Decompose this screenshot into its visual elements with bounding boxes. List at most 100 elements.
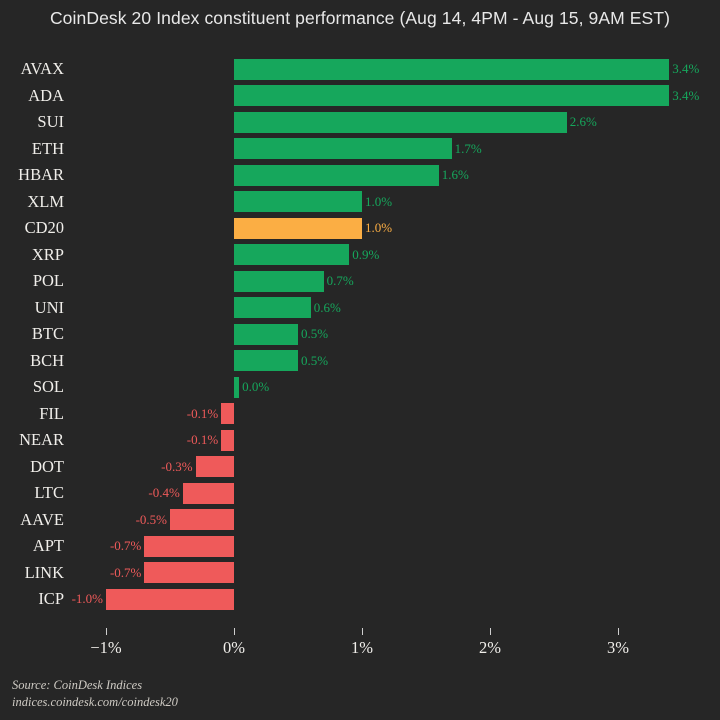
category-label-ada: ADA: [28, 85, 64, 105]
bar-row: POL 0.7%: [0, 268, 720, 295]
x-tick-mark: [106, 628, 107, 635]
bar-near[interactable]: [221, 429, 234, 451]
bar-row: AVAX 3.4%: [0, 56, 720, 83]
bar-xrp[interactable]: [234, 244, 350, 266]
bar-row: ADA 3.4%: [0, 83, 720, 110]
bar-fil[interactable]: [221, 403, 234, 425]
bar-xlm[interactable]: [234, 191, 362, 213]
bar-row: SUI 2.6%: [0, 109, 720, 136]
bar-row: SOL 0.0%: [0, 374, 720, 401]
bar-ada[interactable]: [234, 85, 670, 107]
bar-row: ETH 1.7%: [0, 136, 720, 163]
bar-row: BCH 0.5%: [0, 348, 720, 375]
value-label-bch: 0.5%: [301, 352, 329, 368]
chart-title: CoinDesk 20 Index constituent performanc…: [49, 8, 671, 28]
category-label-near: NEAR: [19, 430, 64, 449]
category-label-pol: POL: [32, 271, 64, 290]
x-tick-label: −1%: [90, 638, 122, 657]
value-label-xrp: 0.9%: [352, 246, 380, 262]
category-label-cd20: CD20: [24, 218, 64, 237]
category-label-sui: SUI: [37, 112, 64, 131]
category-label-fil: FIL: [39, 403, 64, 423]
value-label-ada: 3.4%: [672, 87, 700, 103]
footer-source: Source: CoinDesk Indices: [12, 678, 143, 692]
category-label-avax: AVAX: [20, 59, 64, 78]
bar-row: LTC -0.4%: [0, 480, 720, 507]
value-label-aave: -0.5%: [135, 511, 167, 527]
category-label-hbar: HBAR: [18, 165, 64, 184]
plot-area: AVAX 3.4% ADA 3.4% SUI 2.6% ETH 1.7% HBAR 1.6% XLM…: [0, 56, 720, 628]
category-label-btc: BTC: [31, 324, 64, 343]
value-label-sol: 0.0%: [242, 379, 270, 394]
value-label-hbar: 1.6%: [441, 167, 469, 182]
value-label-btc: 0.5%: [301, 326, 329, 341]
value-label-near: -0.1%: [186, 432, 219, 447]
bar-row: DOT -0.3%: [0, 454, 720, 481]
chart-footer: Source: CoinDesk Indices indices.coindes…: [12, 677, 178, 710]
value-label-sui: 2.6%: [569, 114, 597, 129]
bar-row: AAVE -0.5%: [0, 507, 720, 534]
x-tick-mark: [490, 628, 491, 635]
category-label-bch: BCH: [30, 350, 64, 370]
value-label-fil: -0.1%: [186, 405, 219, 421]
footer-url: indices.coindesk.com/coindesk20: [12, 694, 178, 709]
value-label-dot: -0.3%: [161, 458, 193, 474]
x-tick-label: 1%: [351, 638, 373, 657]
bar-hbar[interactable]: [234, 164, 439, 186]
value-label-pol: 0.7%: [326, 273, 354, 288]
x-tick-label: 0%: [223, 638, 245, 657]
x-tick-label: 2%: [479, 638, 501, 657]
value-label-avax: 3.4%: [672, 61, 700, 76]
bar-row: ICP -1.0%: [0, 586, 720, 613]
bar-row: APT -0.7%: [0, 533, 720, 560]
bar-row: NEAR -0.1%: [0, 427, 720, 454]
bar-cd20[interactable]: [234, 217, 362, 239]
value-label-xlm: 1.0%: [365, 193, 393, 209]
category-label-uni: UNI: [34, 297, 64, 317]
bar-row: FIL -0.1%: [0, 401, 720, 428]
bar-row: HBAR 1.6%: [0, 162, 720, 189]
bar-row: UNI 0.6%: [0, 295, 720, 322]
value-label-ltc: -0.4%: [148, 485, 180, 500]
bar-row: XLM 1.0%: [0, 189, 720, 216]
bar-sui[interactable]: [234, 111, 567, 133]
value-label-apt: -0.7%: [109, 538, 142, 553]
bar-apt[interactable]: [144, 535, 234, 557]
x-tick-label: 3%: [607, 638, 629, 657]
bar-uni[interactable]: [234, 297, 311, 319]
value-label-uni: 0.6%: [313, 299, 341, 315]
bar-aave[interactable]: [170, 509, 234, 531]
category-label-aave: AAVE: [20, 509, 64, 529]
bar-bch[interactable]: [234, 350, 298, 372]
category-label-ltc: LTC: [34, 483, 64, 502]
x-axis: −1% 0% 1% 2% 3%: [0, 628, 720, 678]
value-label-link: -0.7%: [109, 564, 142, 580]
x-tick-mark: [618, 628, 619, 635]
bar-link[interactable]: [144, 562, 234, 584]
category-label-xrp: XRP: [31, 244, 64, 264]
bar-ltc[interactable]: [182, 482, 234, 504]
bar-icp[interactable]: [106, 588, 234, 610]
x-tick-mark: [234, 628, 235, 635]
category-label-link: LINK: [24, 562, 64, 582]
category-label-icp: ICP: [38, 589, 64, 608]
bar-btc[interactable]: [234, 323, 298, 345]
value-label-eth: 1.7%: [454, 140, 482, 156]
bar-pol[interactable]: [234, 270, 324, 292]
bar-eth[interactable]: [234, 138, 452, 160]
category-label-dot: DOT: [30, 456, 64, 476]
bar-row: LINK -0.7%: [0, 560, 720, 587]
category-label-sol: SOL: [32, 377, 64, 396]
category-label-eth: ETH: [31, 138, 64, 158]
bar-avax[interactable]: [234, 58, 670, 80]
bar-dot[interactable]: [195, 456, 234, 478]
x-tick-mark: [362, 628, 363, 635]
value-label-cd20: 1.0%: [365, 220, 393, 235]
bar-row: XRP 0.9%: [0, 242, 720, 269]
bar-row: BTC 0.5%: [0, 321, 720, 348]
bar-row: CD20 1.0%: [0, 215, 720, 242]
category-label-xlm: XLM: [27, 191, 64, 211]
category-label-apt: APT: [32, 536, 64, 555]
bar-sol[interactable]: [234, 376, 240, 398]
